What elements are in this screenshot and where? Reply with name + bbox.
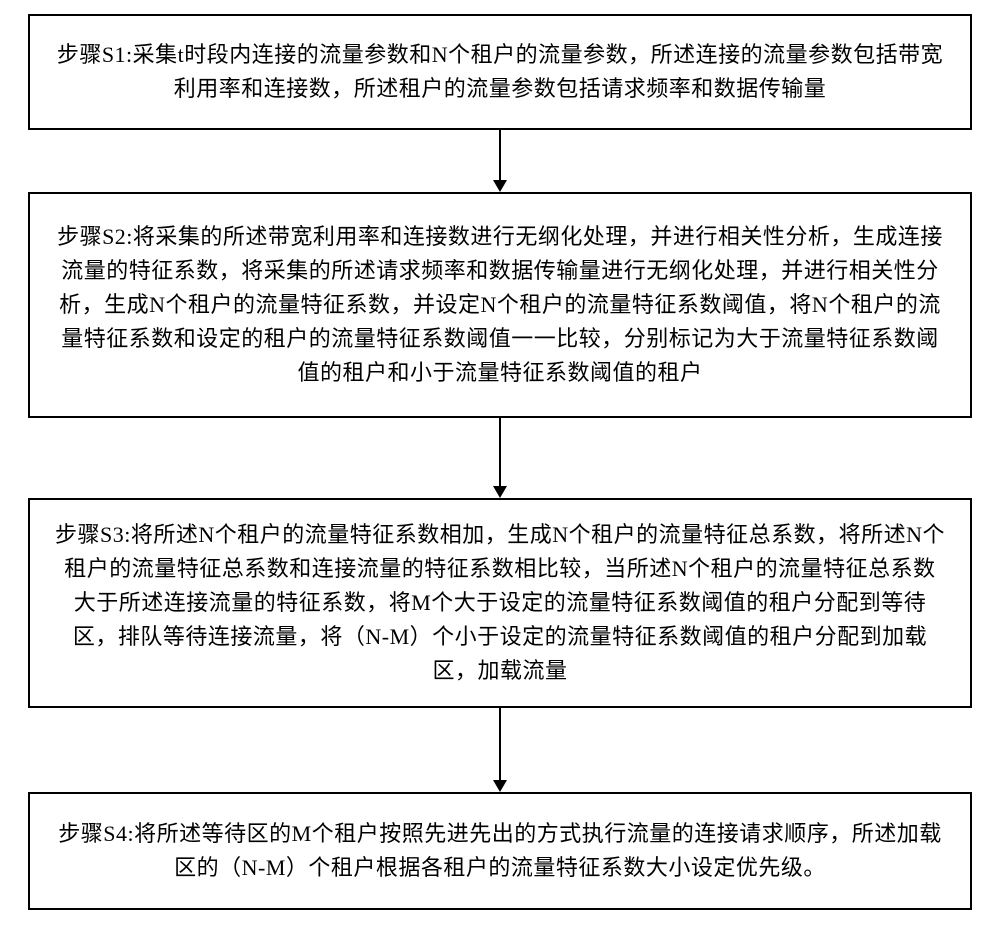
step-s2-box: 步骤S2:将采集的所述带宽利用率和连接数进行无纲化处理，并进行相关性分析，生成连… (28, 192, 972, 418)
step-s2-text: 步骤S2:将采集的所述带宽利用率和连接数进行无纲化处理，并进行相关性分析，生成连… (48, 220, 952, 390)
arrow-s3-s4 (488, 708, 512, 792)
step-s1-text: 步骤S1:采集t时段内连接的流量参数和N个租户的流量参数，所述连接的流量参数包括… (48, 38, 952, 106)
arrow-s2-s3 (488, 418, 512, 498)
step-s4-box: 步骤S4:将所述等待区的M个租户按照先进先出的方式执行流量的连接请求顺序，所述加… (28, 792, 972, 910)
step-s4-text: 步骤S4:将所述等待区的M个租户按照先进先出的方式执行流量的连接请求顺序，所述加… (48, 817, 952, 885)
arrow-s1-s2 (488, 130, 512, 192)
step-s1-box: 步骤S1:采集t时段内连接的流量参数和N个租户的流量参数，所述连接的流量参数包括… (28, 14, 972, 130)
flowchart-canvas: 步骤S1:采集t时段内连接的流量参数和N个租户的流量参数，所述连接的流量参数包括… (0, 0, 1000, 945)
step-s3-text: 步骤S3:将所述N个租户的流量特征系数相加，生成N个租户的流量特征总系数，将所述… (48, 518, 952, 688)
step-s3-box: 步骤S3:将所述N个租户的流量特征系数相加，生成N个租户的流量特征总系数，将所述… (28, 498, 972, 708)
